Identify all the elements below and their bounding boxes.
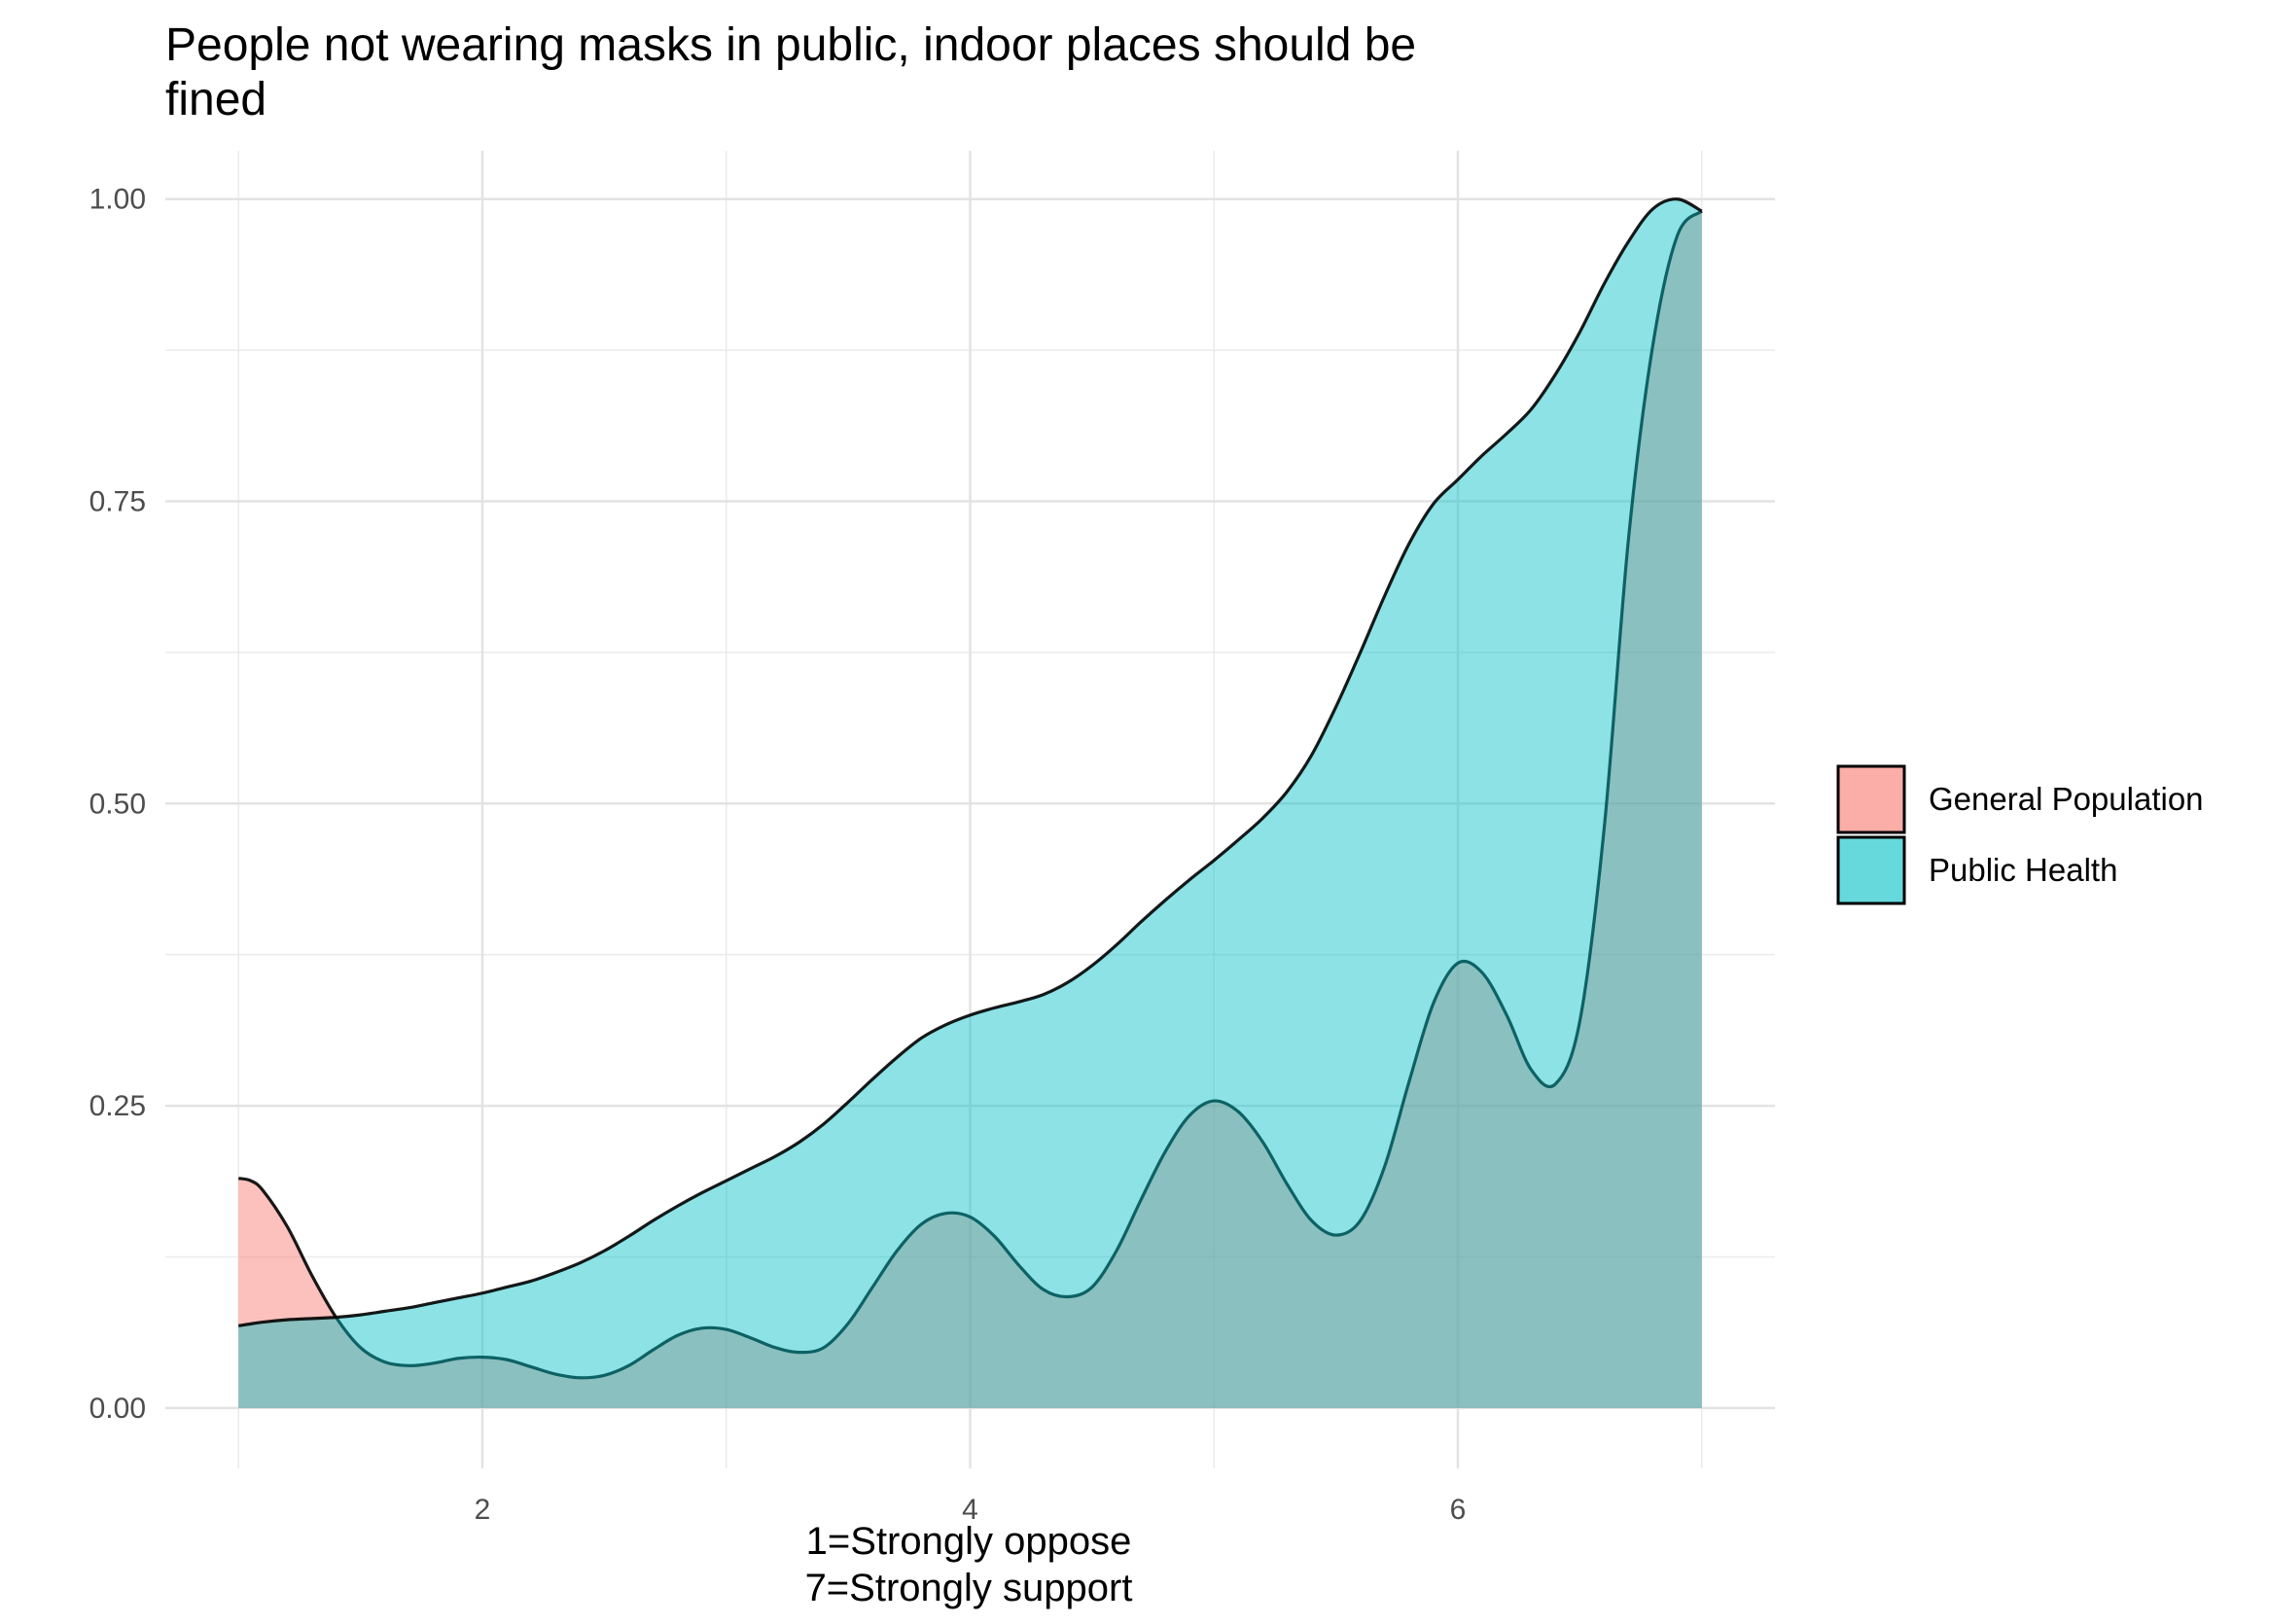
y-tick-label: 0.25 — [89, 1090, 146, 1122]
legend-swatch-public-health — [1836, 835, 1906, 905]
x-tick-label: 2 — [475, 1494, 491, 1526]
legend-label-general-population: General Population — [1929, 781, 2204, 817]
axis-ticks: 2 4 6 0.00 0.25 0.50 0.75 1.00 — [89, 184, 1467, 1526]
x-tick-label: 4 — [962, 1494, 978, 1526]
y-tick-label: 1.00 — [89, 184, 146, 216]
y-tick-label: 0.00 — [89, 1393, 146, 1425]
general-population-area — [238, 211, 1702, 1408]
y-tick-label: 0.75 — [89, 486, 146, 518]
x-tick-label: 6 — [1450, 1494, 1467, 1526]
grid — [165, 151, 1775, 1468]
y-tick-label: 0.50 — [89, 788, 146, 820]
legend-swatch-general-population — [1836, 764, 1906, 834]
general-population-line — [237, 209, 1703, 1380]
chart-title-line1: People not wearing masks in public, indo… — [165, 19, 1416, 71]
public-health-area — [238, 198, 1702, 1408]
x-axis-label-line2: 7=Strongly support — [805, 1567, 1133, 1609]
x-axis-label-line1: 1=Strongly oppose — [806, 1520, 1132, 1563]
legend: General Population Public Health — [1836, 764, 2204, 905]
legend-label-public-health: Public Health — [1929, 852, 2117, 888]
chart-title-line2: fined — [165, 74, 266, 125]
density-areas — [237, 197, 1703, 1408]
public-health-line — [237, 197, 1703, 1327]
